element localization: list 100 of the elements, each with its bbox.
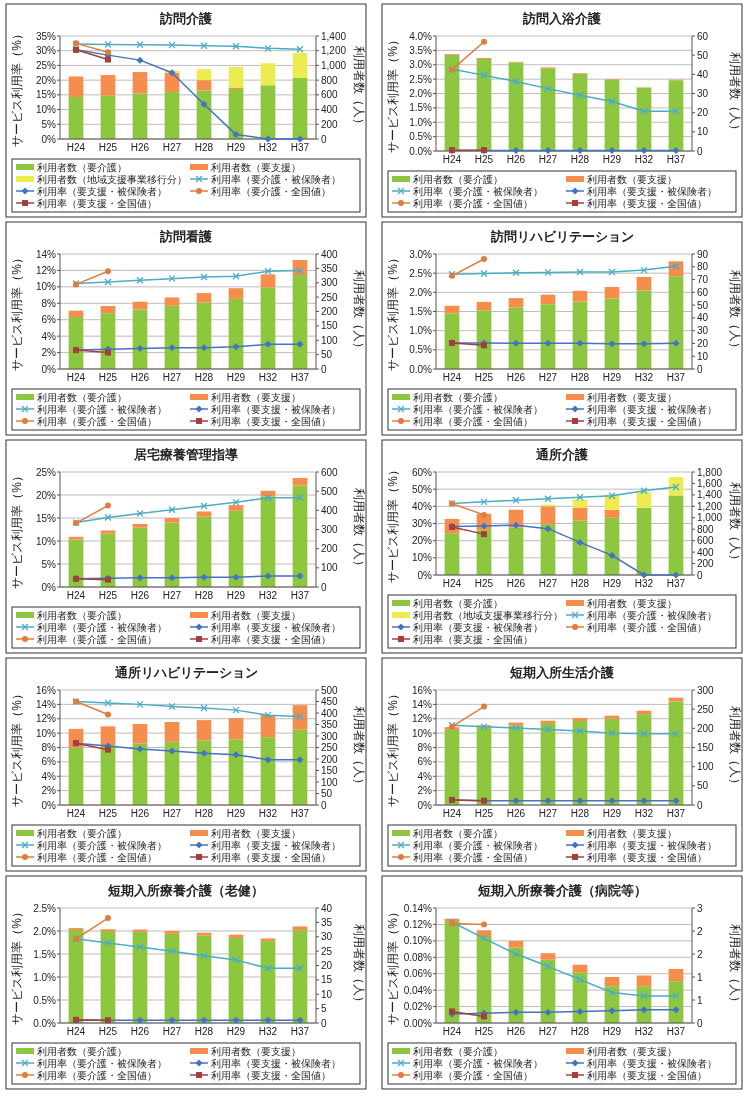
legend-label: 利用率（要介護・全国値） [37, 415, 157, 427]
legend-label: 利用率（要支援・全国値） [211, 633, 331, 645]
legend-label: 利用率（要介護・被保険者） [413, 1057, 543, 1069]
y-tick-label: 10% [35, 535, 57, 547]
y2-tick-label: 35 [321, 916, 333, 928]
y-tick-label: 30% [411, 518, 433, 529]
legend-label: 利用率（要支援・被保険者） [211, 621, 341, 633]
y2-tick-label: 0 [321, 1017, 327, 1029]
legend-label: 利用率（要介護・被保険者） [413, 185, 543, 197]
y2-axis-title: 利用者数（人） [728, 481, 742, 566]
x-tick-label: H28 [570, 372, 590, 383]
y2-tick-label: 100 [321, 562, 339, 574]
legend-label: 利用率（要介護・全国値） [37, 633, 157, 645]
y2-tick-label: 600 [321, 466, 339, 478]
legend-label: 利用者数（要介護） [37, 1045, 127, 1057]
y2-axis-title: 利用者数（人） [352, 923, 366, 1008]
y-axis-title: サービス利用率（%） [10, 28, 24, 147]
y2-tick-label: 20 [697, 107, 709, 119]
y2-tick-label: 200 [697, 558, 715, 570]
y-tick-label: 1.0% [33, 971, 57, 983]
legend-label: 利用率（要介護・全国値） [413, 415, 533, 427]
y-tick-label: 0% [41, 133, 57, 145]
x-tick-label: H28 [194, 590, 214, 601]
y2-tick-label: 50 [321, 788, 333, 799]
x-tick-label: H29 [602, 808, 622, 819]
x-tick-label: H26 [506, 578, 526, 589]
y-tick-label: 0.14% [403, 902, 433, 914]
x-tick-label: H32 [634, 154, 654, 165]
y2-tick-label: 150 [321, 320, 339, 332]
y2-tick-label: 70 [697, 274, 709, 286]
legend-label: 利用者数（要介護） [413, 1045, 503, 1057]
chart-title: 居宅療養管理指導 [133, 447, 239, 462]
y2-tick-label: 100 [321, 334, 339, 346]
y2-tick-label: 80 [697, 261, 709, 273]
y2-tick-label: 1,200 [321, 45, 347, 57]
y-tick-label: 10% [35, 727, 57, 739]
y-tick-label: 35% [35, 30, 57, 42]
y-tick-label: 6% [41, 314, 57, 326]
x-tick-label: H28 [570, 154, 590, 165]
x-tick-label: H37 [666, 372, 686, 383]
y-tick-label: 0.5% [33, 994, 57, 1006]
x-tick-label: H27 [538, 154, 558, 165]
y2-tick-label: 400 [321, 707, 339, 719]
x-tick-label: H25 [98, 590, 118, 601]
legend-label: 利用率（要介護・全国値） [413, 851, 533, 863]
legend-label: 利用率（要支援・全国値） [211, 1069, 331, 1081]
y-tick-label: 14% [35, 248, 57, 260]
y-tick-label: 4.0% [409, 30, 433, 42]
y2-tick-label: 10 [697, 126, 709, 138]
legend-label: 利用率（要支援・被保険者） [587, 839, 717, 851]
legend-label: 利用率（要支援・被保険者） [587, 1057, 717, 1069]
y-axis-title: サービス利用率（%） [386, 688, 400, 807]
y-tick-label: 15% [35, 512, 57, 524]
legend-label: 利用者数（要介護） [37, 391, 127, 403]
x-tick-label: H24 [66, 590, 86, 601]
legend-label: 利用率（要介護・全国値） [37, 1069, 157, 1081]
y-tick-label: 1.5% [409, 102, 433, 114]
y-tick-label: 4% [41, 770, 57, 782]
y-tick-label: 0.5% [409, 344, 433, 356]
legend-label: 利用率（要支援・被保険者） [211, 1057, 341, 1069]
y-tick-label: 1.0% [409, 116, 433, 128]
y-axis-title: サービス利用率（%） [10, 688, 24, 807]
y2-tick-label: 0 [321, 363, 327, 375]
legend-label: 利用率（要支援・被保険者） [413, 621, 543, 633]
y-tick-label: 0% [417, 569, 433, 581]
y2-tick-label: 1,800 [697, 466, 723, 478]
y-tick-label: 0% [417, 799, 433, 811]
y2-axis-title: 利用者数（人） [728, 269, 742, 354]
y-tick-label: 0.00% [403, 1017, 433, 1029]
y-tick-label: 3.0% [409, 248, 433, 260]
y2-tick-label: 3 [697, 902, 703, 914]
y-tick-label: 0% [41, 581, 57, 593]
y-tick-label: 10% [411, 727, 433, 739]
legend-label: 利用率（要介護・被保険者） [37, 1057, 167, 1069]
legend-label: 利用率（要支援・被保険者） [211, 839, 341, 851]
y2-tick-label: 60 [697, 286, 709, 298]
legend-label: 利用率（要支援・被保険者） [211, 403, 341, 415]
x-tick-label: H37 [666, 154, 686, 165]
x-tick-label: H32 [258, 808, 278, 819]
y-tick-label: 2.5% [409, 73, 433, 85]
x-tick-label: H25 [98, 142, 118, 153]
chart-title: 通所介護 [535, 447, 588, 462]
y2-tick-label: 50 [697, 299, 709, 311]
x-tick-label: H25 [98, 808, 118, 819]
y2-tick-label: 300 [321, 277, 339, 289]
y2-tick-label: 200 [321, 118, 339, 130]
y2-tick-label: 40 [321, 902, 333, 914]
y2-tick-label: 300 [697, 684, 715, 696]
legend-label: 利用者数（要支援） [587, 597, 677, 609]
y2-tick-label: 50 [321, 349, 333, 361]
y2-tick-label: 1 [697, 971, 703, 983]
y-tick-label: 14% [35, 698, 57, 710]
y2-tick-label: 1,000 [697, 512, 723, 524]
y-tick-label: 2.0% [409, 286, 433, 298]
legend-label: 利用者数（地域支援事業移行分） [37, 173, 187, 185]
y-tick-label: 12% [35, 713, 57, 725]
y2-tick-label: 350 [321, 719, 339, 730]
x-tick-label: H32 [258, 1026, 278, 1037]
x-tick-label: H28 [570, 578, 590, 589]
chart-title: 短期入所療養介護（病院等） [476, 883, 647, 898]
